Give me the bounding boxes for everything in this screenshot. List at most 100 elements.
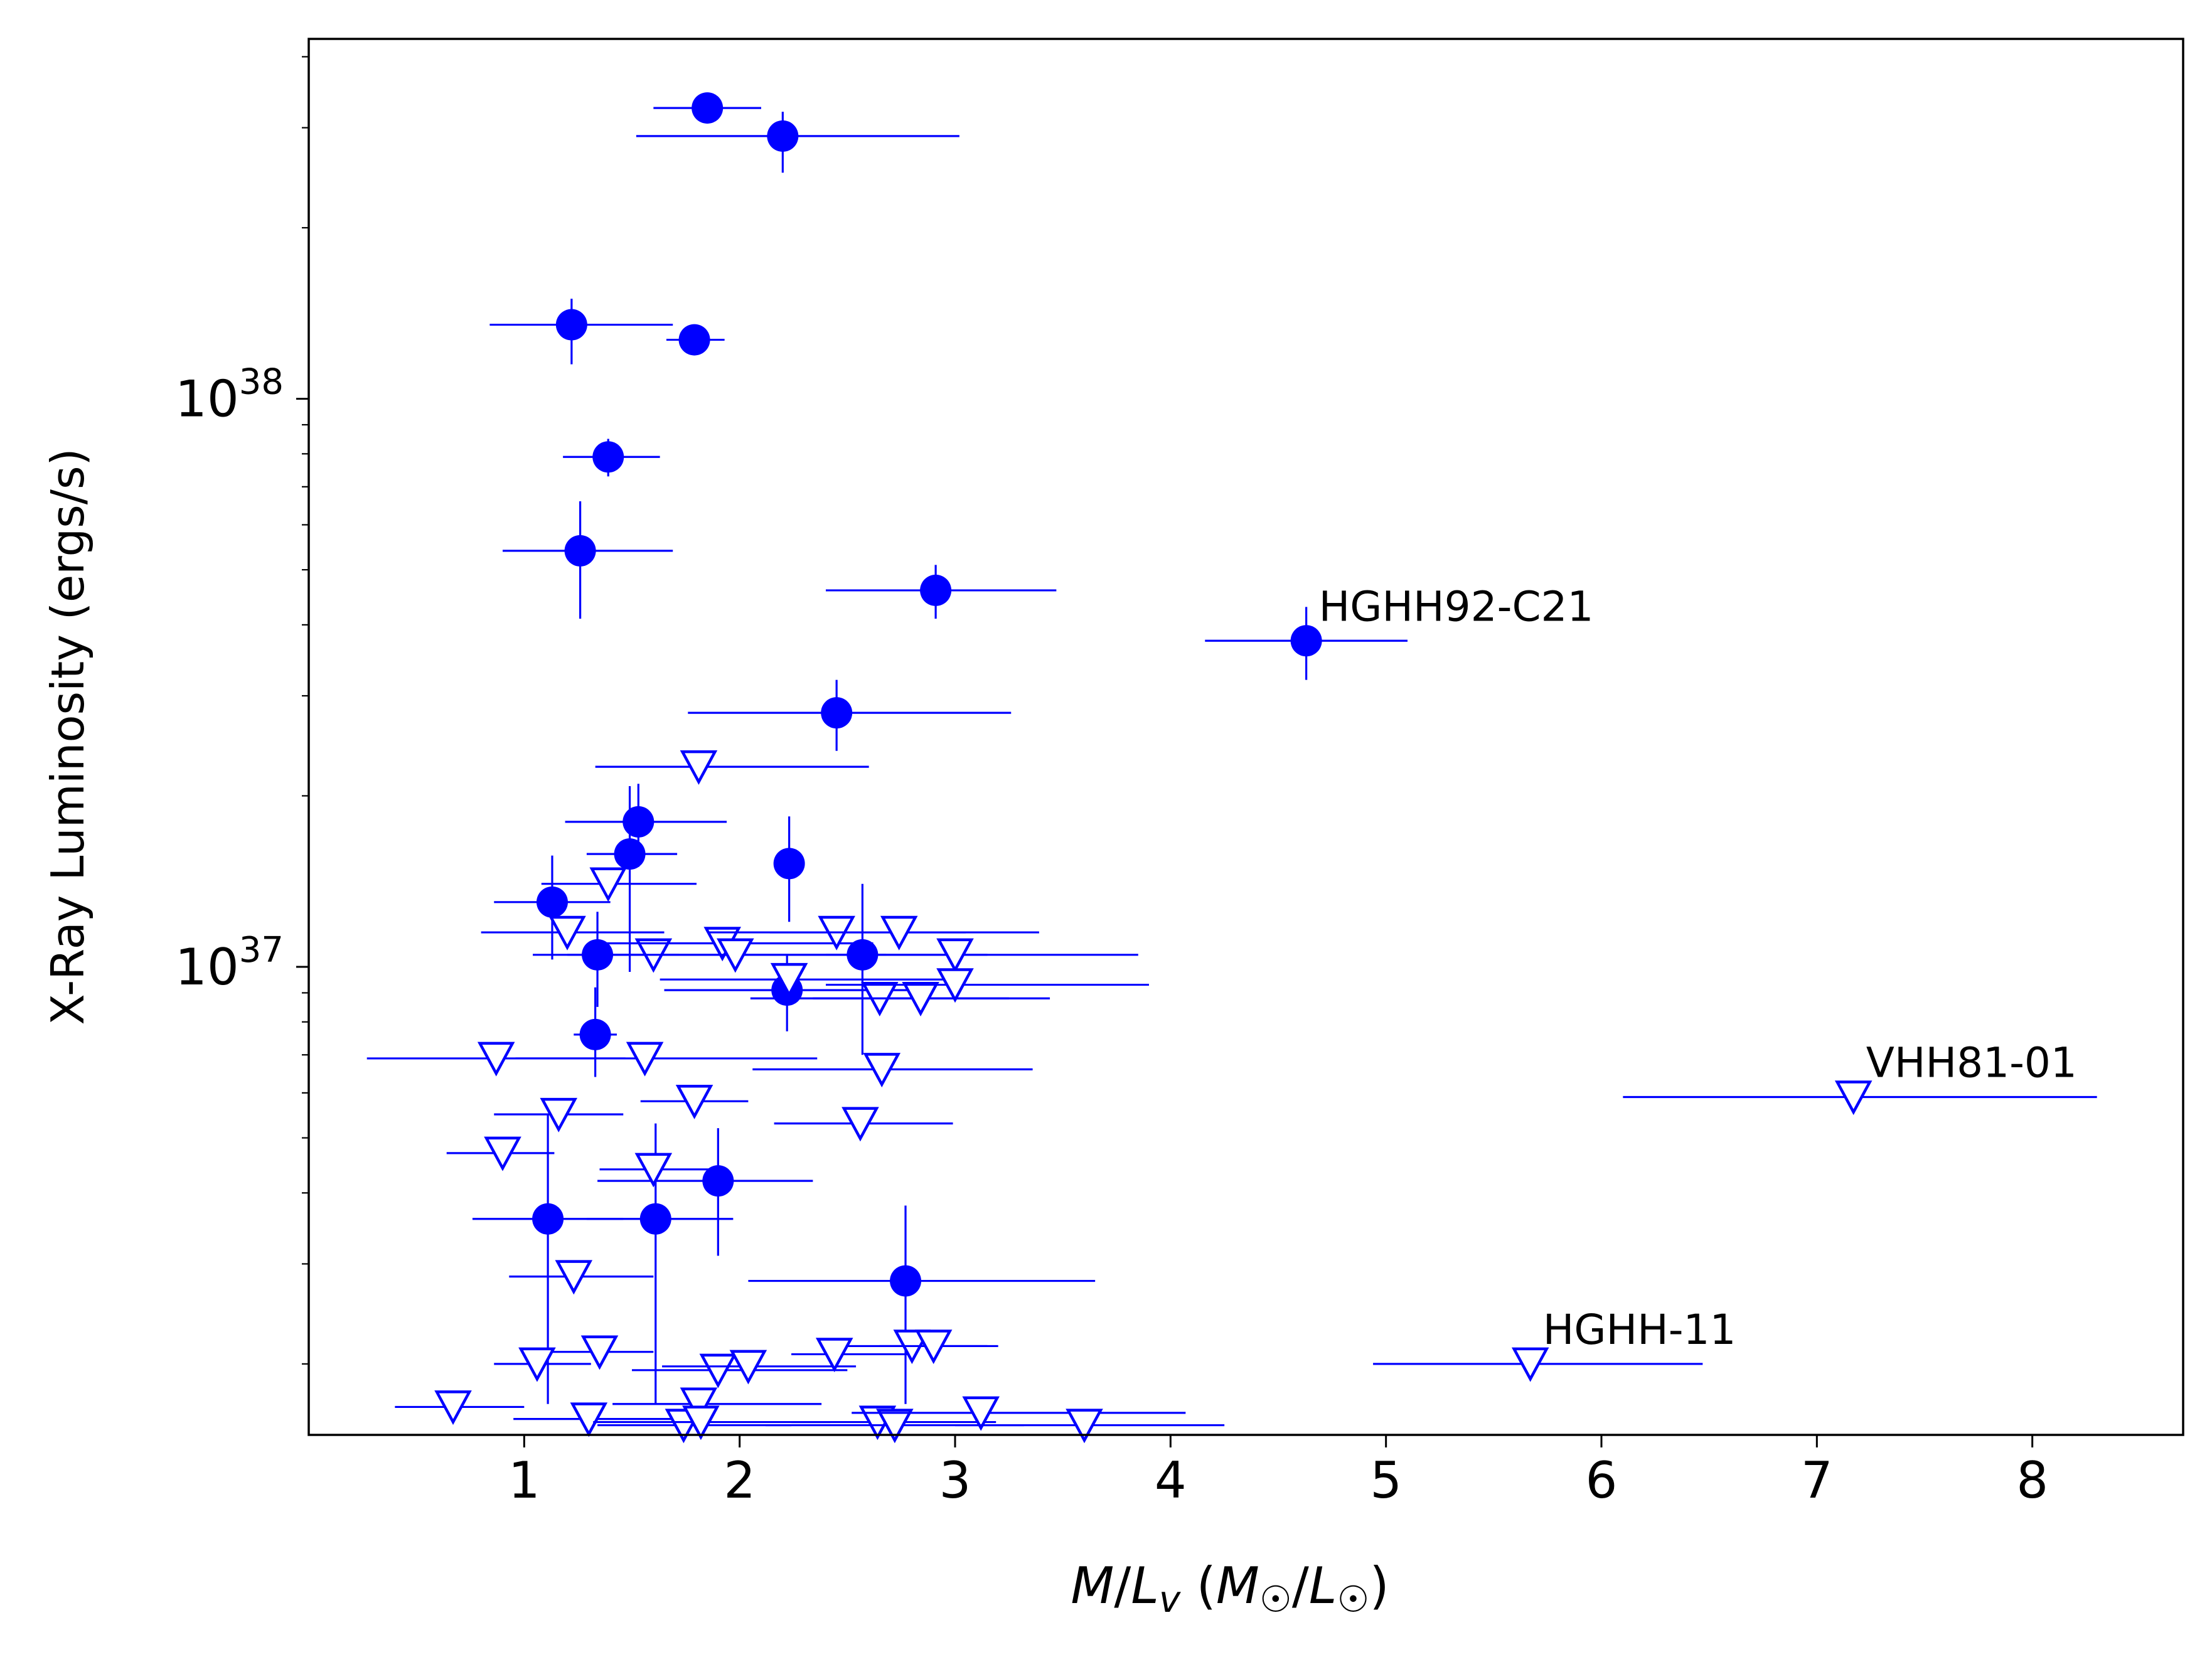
data-point-marker (614, 838, 646, 870)
upper-limit-marker (540, 1097, 578, 1132)
detection-point (636, 112, 959, 173)
data-point-marker (702, 1165, 734, 1197)
detection-point (597, 1128, 813, 1256)
upper-limit-point (395, 1390, 525, 1425)
detection-point (1205, 607, 1408, 680)
data-point-marker (639, 1203, 671, 1235)
data-point-marker (773, 848, 805, 880)
data-point-marker (920, 574, 952, 606)
upper-limit-marker (675, 1084, 713, 1119)
detection-point (489, 299, 673, 365)
upper-limit-marker (717, 938, 754, 973)
detection-point (494, 855, 611, 960)
x-axis-label: M/Lv (M☉/L☉) (1071, 1557, 1389, 1621)
upper-limit-marker (770, 962, 808, 998)
upper-limit-point (1623, 1080, 2097, 1116)
upper-limit-point (826, 938, 1138, 973)
upper-limit-marker (914, 1329, 953, 1365)
upper-limit-marker (815, 1338, 853, 1373)
data-point-marker (555, 309, 587, 341)
upper-limit-marker (962, 1396, 1000, 1431)
data-point-marker (1290, 625, 1322, 657)
data-point-marker (592, 441, 624, 473)
upper-limit-marker (1511, 1347, 1549, 1382)
upper-limit-point (595, 750, 869, 785)
x-tick-label: 1 (508, 1451, 540, 1510)
y-axis-label: X-Ray Luminosity (ergs/s) (41, 448, 94, 1025)
upper-limit-marker (680, 750, 718, 785)
upper-limit-marker (570, 1402, 608, 1437)
detection-point (666, 324, 725, 356)
detection-point (773, 816, 805, 922)
detection-point (563, 439, 660, 477)
x-tick-label: 4 (1155, 1451, 1187, 1510)
upper-limit-marker (555, 1260, 593, 1295)
upper-limit-marker (876, 1409, 914, 1444)
x-tick-label: 2 (724, 1451, 756, 1510)
x-tick-label: 5 (1370, 1451, 1402, 1510)
upper-limit-marker (518, 1347, 556, 1382)
upper-limit-point (509, 1260, 654, 1295)
data-point-marker (564, 535, 596, 567)
detection-point (826, 565, 1057, 619)
upper-limit-point (446, 1136, 555, 1171)
detection-point (586, 786, 678, 972)
upper-limit-marker (863, 1053, 901, 1088)
upper-limit-marker (626, 1042, 664, 1077)
upper-limit-marker (682, 1405, 720, 1441)
point-annotation: VHH81-01 (1866, 1038, 2077, 1087)
point-annotation: HGHH92-C21 (1319, 582, 1594, 631)
upper-limit-marker (729, 1350, 767, 1385)
upper-limit-point (632, 1353, 848, 1388)
upper-limit-marker (484, 1136, 521, 1171)
upper-limit-point (513, 1402, 675, 1437)
plot-frame (307, 38, 2184, 1436)
upper-limit-point (640, 1084, 749, 1119)
upper-limit-marker (548, 915, 586, 951)
x-tick-label: 3 (939, 1451, 971, 1510)
data-point-marker (532, 1203, 564, 1235)
upper-limit-point (599, 1153, 719, 1188)
detection-point (653, 92, 761, 124)
upper-limit-marker (589, 867, 628, 902)
upper-limit-point (852, 1396, 1186, 1431)
upper-limit-point (955, 1409, 1225, 1444)
upper-limit-point (545, 1335, 654, 1370)
upper-limit-marker (477, 1042, 515, 1077)
upper-limit-point (662, 1350, 857, 1385)
upper-limit-marker (1834, 1080, 1873, 1116)
data-point-marker (821, 697, 853, 729)
upper-limit-point (481, 915, 665, 951)
upper-limit-marker (580, 1335, 619, 1370)
upper-limit-point (541, 867, 697, 902)
upper-limit-point (791, 1338, 910, 1373)
data-point-marker (692, 92, 724, 124)
data-point-marker (536, 886, 568, 918)
upper-limit-point (813, 982, 1050, 1016)
x-tick-label: 7 (1801, 1451, 1833, 1510)
upper-limit-marker (1066, 1409, 1103, 1444)
upper-limit-marker (634, 1153, 673, 1188)
upper-limit-point (612, 1387, 822, 1422)
upper-limit-marker (880, 915, 918, 951)
upper-limit-point (494, 1347, 591, 1382)
detection-point (503, 501, 673, 619)
upper-limit-point (1373, 1347, 1703, 1382)
upper-limit-point (515, 1042, 818, 1077)
upper-limit-point (826, 968, 1149, 1003)
upper-limit-point (752, 1053, 1033, 1088)
upper-limit-marker (434, 1390, 472, 1425)
upper-limit-point (879, 1329, 998, 1365)
data-point-marker (890, 1265, 922, 1297)
upper-limit-point (593, 1405, 830, 1441)
x-tick-label: 6 (1586, 1451, 1618, 1510)
data-point-marker (579, 1018, 611, 1050)
data-point-marker (622, 806, 655, 838)
upper-limit-point (660, 962, 962, 998)
upper-limit-marker (936, 938, 974, 973)
detection-point (574, 987, 617, 1077)
x-tick-label: 8 (2016, 1451, 2048, 1510)
